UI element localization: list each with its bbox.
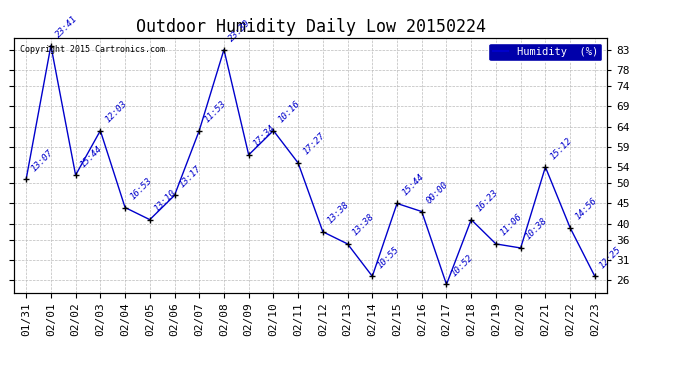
Text: 13:17: 13:17 bbox=[177, 164, 203, 189]
Text: 16:53: 16:53 bbox=[128, 176, 153, 201]
Text: 13:38: 13:38 bbox=[351, 213, 376, 238]
Text: 11:06: 11:06 bbox=[499, 213, 524, 238]
Title: Outdoor Humidity Daily Low 20150224: Outdoor Humidity Daily Low 20150224 bbox=[135, 18, 486, 36]
Text: 13:10: 13:10 bbox=[152, 188, 178, 214]
Text: 10:55: 10:55 bbox=[375, 245, 401, 270]
Text: 23:39: 23:39 bbox=[227, 18, 253, 44]
Text: 11:53: 11:53 bbox=[202, 99, 228, 124]
Legend: Humidity  (%): Humidity (%) bbox=[489, 43, 602, 61]
Text: 13:07: 13:07 bbox=[29, 148, 55, 173]
Text: 10:52: 10:52 bbox=[449, 253, 475, 278]
Text: 23:41: 23:41 bbox=[54, 14, 79, 39]
Text: 12:25: 12:25 bbox=[598, 245, 623, 270]
Text: Copyright 2015 Cartronics.com: Copyright 2015 Cartronics.com bbox=[20, 45, 165, 54]
Text: 10:38: 10:38 bbox=[524, 216, 549, 242]
Text: 17:34: 17:34 bbox=[252, 123, 277, 149]
Text: 16:23: 16:23 bbox=[474, 188, 500, 214]
Text: 14:56: 14:56 bbox=[573, 196, 598, 222]
Text: 15:44: 15:44 bbox=[79, 144, 104, 169]
Text: 17:27: 17:27 bbox=[301, 132, 326, 157]
Text: 15:44: 15:44 bbox=[400, 172, 425, 197]
Text: 15:12: 15:12 bbox=[549, 136, 573, 161]
Text: 10:16: 10:16 bbox=[277, 99, 302, 124]
Text: 12:03: 12:03 bbox=[104, 99, 128, 124]
Text: 13:38: 13:38 bbox=[326, 200, 351, 226]
Text: 00:00: 00:00 bbox=[425, 180, 450, 206]
